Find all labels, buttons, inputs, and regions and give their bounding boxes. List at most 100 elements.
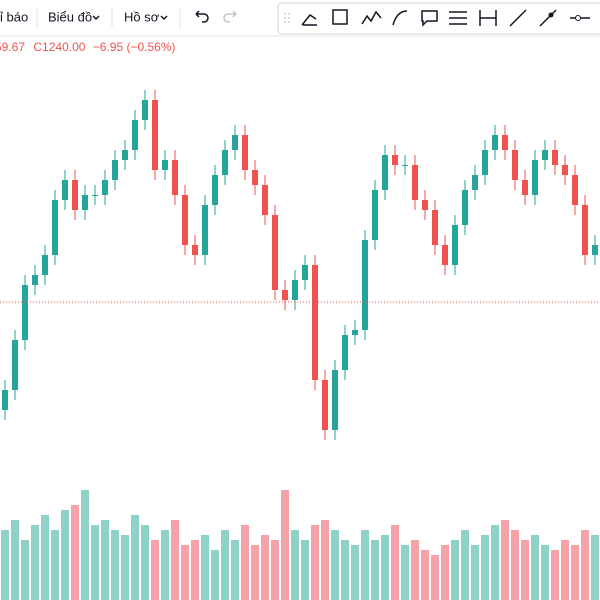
tool-brush[interactable]	[301, 13, 317, 26]
volume-bar	[81, 490, 89, 600]
volume-bar	[481, 535, 489, 600]
volume-bar	[441, 545, 449, 600]
candle-body	[212, 175, 218, 205]
candle-body	[232, 135, 238, 150]
volume-bar	[451, 540, 459, 600]
candle-body	[312, 265, 318, 380]
tool-callout[interactable]	[421, 10, 438, 27]
legend-prev: 59.67	[0, 40, 25, 54]
candle-body	[132, 120, 138, 150]
volume-bar	[271, 540, 279, 600]
tool-fib[interactable]	[449, 11, 467, 25]
volume-bar	[391, 525, 399, 600]
candle-body	[222, 150, 228, 175]
volume-bar	[171, 520, 179, 600]
candle-body	[582, 205, 588, 255]
candle-body	[32, 275, 38, 285]
volume-bar	[331, 530, 339, 600]
volume-bar	[231, 540, 239, 600]
candle-body	[522, 180, 528, 195]
candle-body	[502, 135, 508, 150]
volume-bar	[61, 510, 69, 600]
volume-bar	[521, 540, 529, 600]
volume-bar	[21, 540, 29, 600]
menu-profile[interactable]: Hồ sơ	[124, 9, 160, 24]
candle-body	[82, 195, 88, 210]
candle-body	[392, 155, 398, 165]
candle-body	[192, 245, 198, 255]
candle-body	[182, 195, 188, 245]
candle-body	[22, 285, 28, 340]
candle-body	[162, 160, 168, 170]
undo[interactable]	[195, 10, 209, 23]
volume-bar	[531, 535, 539, 600]
tool-range[interactable]	[479, 10, 497, 26]
volume-bar	[551, 550, 559, 600]
volume-bar	[191, 540, 199, 600]
chevron	[160, 15, 168, 21]
candle-body	[422, 200, 428, 210]
volume-bar	[471, 545, 479, 600]
tool-line[interactable]	[509, 9, 527, 27]
volume-bar	[121, 535, 129, 600]
candle-body	[282, 290, 288, 300]
menu-chart[interactable]: Biểu đồ	[48, 9, 92, 24]
tool-curve[interactable]	[392, 10, 408, 26]
volume-bar	[561, 540, 569, 600]
volume-bar	[131, 515, 139, 600]
candle-body	[302, 265, 308, 280]
candle-body	[332, 370, 338, 430]
legend-close: C1240.00	[33, 40, 85, 54]
candle-body	[262, 185, 268, 215]
candle-body	[142, 100, 148, 120]
candle-body	[112, 160, 118, 180]
volume-bar	[281, 490, 289, 600]
tool-ray[interactable]	[539, 9, 557, 27]
tool-rect[interactable]	[332, 9, 348, 25]
candle-body	[542, 150, 548, 160]
redo[interactable]	[223, 10, 237, 23]
volume-bar	[11, 520, 19, 600]
candle-body	[492, 135, 498, 150]
candle-body	[2, 390, 8, 410]
candle-body	[382, 155, 388, 190]
candle-body	[42, 255, 48, 275]
volume-bar	[461, 530, 469, 600]
candle-body	[432, 210, 438, 245]
candle-body	[272, 215, 278, 290]
volume-bar	[251, 545, 259, 600]
volume-bar	[141, 525, 149, 600]
candle-body	[252, 170, 258, 185]
candle-body	[342, 335, 348, 370]
volume-bar	[31, 525, 39, 600]
candle-body	[152, 100, 158, 170]
volume-bar	[401, 545, 409, 600]
tool-ray-dot	[548, 12, 554, 18]
candle-body	[122, 150, 128, 160]
candle-body	[592, 245, 598, 255]
volume-bar	[581, 530, 589, 600]
candle-body	[352, 330, 358, 335]
candle-body	[52, 200, 58, 255]
volume-bar	[311, 525, 319, 600]
candle-body	[72, 180, 78, 210]
legend-change: −6.95 (−0.56%)	[93, 40, 176, 54]
volume-bar	[221, 530, 229, 600]
menu-indicators[interactable]: ỉ báo	[0, 9, 28, 24]
candle-body	[482, 150, 488, 175]
candle-body	[512, 150, 518, 180]
candle-body	[472, 175, 478, 190]
volume-bar	[181, 545, 189, 600]
volume-bar	[351, 545, 359, 600]
chevron	[92, 15, 100, 21]
volume-bar	[91, 525, 99, 600]
tool-path[interactable]	[361, 10, 382, 25]
volume-bar	[291, 530, 299, 600]
candle-body	[442, 245, 448, 265]
volume-bar	[261, 535, 269, 600]
volume-bar	[491, 525, 499, 600]
volume-bar	[341, 540, 349, 600]
volume-bar	[41, 515, 49, 600]
